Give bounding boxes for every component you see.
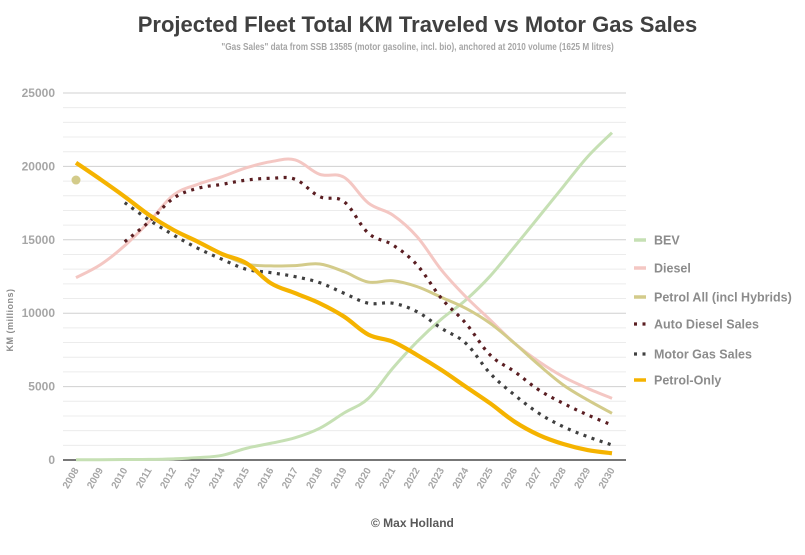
y-tick-label: 15000 bbox=[22, 233, 56, 247]
x-tick-label: 2028 bbox=[548, 466, 569, 491]
legend-label: Diesel bbox=[654, 262, 691, 276]
legend-label: Motor Gas Sales bbox=[654, 348, 752, 362]
gridlines bbox=[63, 92, 626, 446]
legend-label: Petrol All (incl Hybrids) bbox=[654, 291, 792, 305]
x-tick-label: 2011 bbox=[134, 466, 155, 491]
legend-label: Petrol-Only bbox=[654, 374, 721, 388]
y-tick-label: 10000 bbox=[22, 306, 56, 320]
x-tick-label: 2017 bbox=[280, 466, 301, 491]
x-tick-label: 2010 bbox=[110, 466, 131, 491]
x-tick-label: 2029 bbox=[573, 466, 594, 491]
legend-label: BEV bbox=[654, 234, 680, 248]
x-tick-label: 2012 bbox=[158, 466, 179, 491]
x-tick-label: 2023 bbox=[426, 466, 447, 491]
x-tick-label: 2021 bbox=[378, 466, 399, 491]
x-tick-label: 2016 bbox=[256, 466, 277, 491]
x-tick-label: 2019 bbox=[329, 466, 350, 491]
x-tick-label: 2008 bbox=[61, 466, 82, 491]
chart-title: Projected Fleet Total KM Traveled vs Mot… bbox=[137, 12, 698, 37]
y-tick-label: 25000 bbox=[22, 86, 56, 100]
x-tick-label: 2025 bbox=[475, 466, 496, 491]
chart-subtitle: "Gas Sales" data from SSB 13585 (motor g… bbox=[221, 42, 614, 53]
series-line-auto-diesel-sales bbox=[123, 175, 613, 427]
series-line-petrol-all-incl-hybrids bbox=[123, 195, 613, 415]
x-tick-label: 2027 bbox=[524, 466, 545, 491]
series-line-diesel bbox=[75, 157, 613, 400]
x-axis-ticks: 2008 2009 2010 2011 2012 2013 2014 2015 2016 2017… bbox=[61, 466, 618, 491]
x-tick-label: 2018 bbox=[305, 466, 326, 491]
y-tick-label: 0 bbox=[48, 453, 55, 467]
series-line-bev bbox=[75, 131, 614, 462]
series-point-petrol-all-incl-hybrids bbox=[71, 175, 81, 185]
x-tick-label: 2013 bbox=[183, 466, 204, 491]
x-tick-label: 2030 bbox=[597, 466, 618, 491]
x-tick-label: 2009 bbox=[85, 466, 106, 491]
x-tick-label: 2026 bbox=[499, 466, 520, 491]
series-line-petrol-only bbox=[74, 160, 613, 456]
y-tick-label: 20000 bbox=[22, 159, 56, 173]
legend-label: Auto Diesel Sales bbox=[654, 318, 759, 332]
x-tick-label: 2015 bbox=[231, 466, 252, 491]
y-axis-ticks: 0 5000 10000 15000 20000 25000 bbox=[22, 86, 56, 467]
y-tick-label: 5000 bbox=[28, 380, 55, 394]
x-tick-label: 2014 bbox=[207, 466, 228, 491]
series-line-motor-gas-sales bbox=[123, 201, 613, 447]
series-lines bbox=[71, 131, 614, 462]
x-tick-label: 2022 bbox=[402, 466, 423, 491]
legend: BEV Diesel Petrol All (incl Hybrids) Auto D… bbox=[634, 234, 792, 388]
x-tick-label: 2024 bbox=[451, 466, 472, 491]
x-tick-label: 2020 bbox=[353, 466, 374, 491]
credit-text: © Max Holland bbox=[371, 516, 454, 530]
